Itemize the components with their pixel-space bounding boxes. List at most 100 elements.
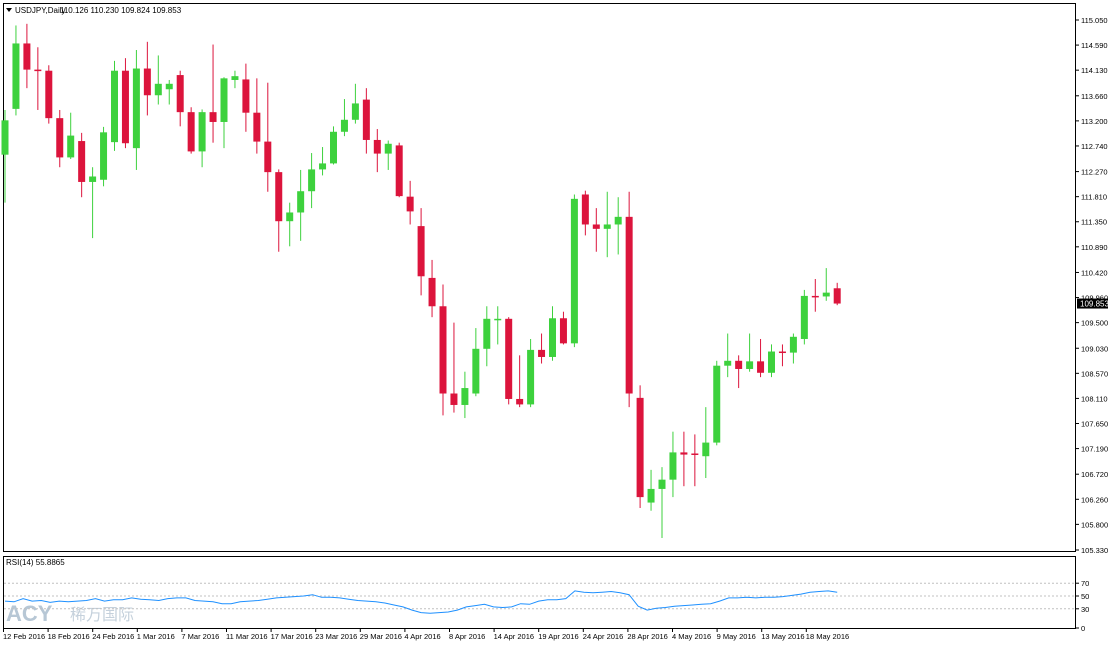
candle-body bbox=[581, 194, 589, 225]
rsi-line bbox=[4, 590, 838, 614]
price-tick-label: 109.030 bbox=[1081, 344, 1108, 353]
candle bbox=[768, 344, 775, 378]
candle-body bbox=[746, 361, 754, 369]
candle-body bbox=[165, 83, 173, 90]
price-tick-label: 114.590 bbox=[1081, 41, 1108, 50]
candle bbox=[111, 60, 118, 151]
candle bbox=[384, 140, 392, 170]
candle bbox=[286, 202, 294, 247]
time-tick-label: 29 Mar 2016 bbox=[360, 632, 402, 641]
candle-body bbox=[778, 351, 786, 354]
candle-body bbox=[12, 43, 20, 109]
candle bbox=[822, 268, 830, 301]
current-price-label: 109.853 bbox=[1080, 300, 1109, 309]
candle bbox=[297, 169, 305, 241]
candle bbox=[505, 317, 513, 405]
main-chart-frame bbox=[3, 3, 1076, 552]
price-tick-label: 105.800 bbox=[1081, 520, 1108, 529]
candle bbox=[34, 47, 42, 110]
price-tick-label: 109.960 bbox=[1081, 294, 1108, 303]
candle-body bbox=[351, 103, 359, 120]
candle bbox=[559, 311, 567, 345]
candle-body bbox=[625, 216, 633, 394]
price-tick-label: 106.720 bbox=[1081, 470, 1108, 479]
candle-body bbox=[483, 318, 491, 349]
price-tick-label: 110.420 bbox=[1081, 268, 1108, 277]
time-tick-label: 24 Feb 2016 bbox=[92, 632, 134, 641]
candle-body bbox=[187, 112, 195, 152]
candle bbox=[154, 55, 162, 105]
symbol-label: USDJPY,Daily bbox=[15, 6, 66, 15]
candle-body bbox=[735, 360, 743, 369]
candle-body bbox=[527, 349, 535, 405]
candle-body bbox=[833, 288, 841, 304]
price-tick-label: 111.810 bbox=[1081, 193, 1107, 202]
candle-body bbox=[373, 139, 381, 154]
candle bbox=[23, 23, 31, 89]
candle bbox=[264, 82, 272, 192]
candle-body bbox=[658, 479, 666, 489]
price-tick-label: 113.660 bbox=[1081, 92, 1108, 101]
candle bbox=[833, 282, 841, 306]
time-axis: 12 Feb 2016 18 Feb 2016 24 Feb 2016 1 Mar 2… bbox=[3, 629, 849, 641]
time-tick-label: 12 Feb 2016 bbox=[3, 632, 45, 641]
candle bbox=[406, 180, 414, 225]
price-tick-label: 108.110 bbox=[1081, 394, 1108, 403]
candle bbox=[592, 208, 600, 252]
candle-body bbox=[100, 132, 108, 180]
candle-body bbox=[789, 336, 797, 353]
candle-body bbox=[67, 135, 75, 158]
candle bbox=[330, 126, 337, 165]
candle-body bbox=[494, 318, 502, 321]
candle-body bbox=[822, 292, 830, 297]
candle-body bbox=[800, 295, 808, 339]
candle bbox=[1, 109, 9, 203]
candle-body bbox=[154, 83, 162, 96]
time-tick-label: 4 Apr 2016 bbox=[404, 632, 440, 641]
rsi-tick-label: 30 bbox=[1081, 605, 1089, 614]
price-tick-label: 108.570 bbox=[1081, 369, 1108, 378]
candle-body bbox=[636, 397, 644, 498]
candle bbox=[275, 169, 283, 252]
candle bbox=[527, 338, 535, 408]
candle-body bbox=[724, 360, 732, 366]
candle bbox=[231, 70, 239, 89]
dropdown-triangle-icon[interactable] bbox=[6, 8, 12, 12]
rsi-tick-label: 50 bbox=[1081, 592, 1089, 601]
time-tick-label: 28 Apr 2016 bbox=[627, 632, 667, 641]
candle bbox=[67, 112, 75, 160]
candle-body bbox=[89, 176, 97, 182]
candle-body bbox=[570, 198, 578, 344]
candle-body bbox=[538, 349, 546, 357]
candle-body bbox=[549, 318, 556, 357]
candle-body bbox=[56, 118, 64, 158]
candle-body bbox=[768, 351, 775, 373]
candle-body bbox=[176, 75, 184, 113]
time-tick-label: 13 May 2016 bbox=[761, 632, 804, 641]
candle-body bbox=[450, 393, 458, 405]
candle bbox=[12, 25, 20, 116]
time-tick-label: 8 Apr 2016 bbox=[449, 632, 485, 641]
candle bbox=[724, 333, 732, 378]
candle bbox=[198, 109, 206, 168]
candle bbox=[319, 147, 327, 176]
watermark-brand: ACY bbox=[6, 601, 53, 626]
candle-body bbox=[220, 78, 228, 122]
candle bbox=[45, 65, 53, 124]
candle bbox=[549, 306, 556, 361]
candle-body bbox=[319, 163, 327, 170]
candle bbox=[647, 469, 655, 511]
time-tick-label: 24 Apr 2016 bbox=[583, 632, 623, 641]
candle-body bbox=[702, 442, 710, 457]
candle-body bbox=[395, 145, 403, 197]
candles-layer bbox=[1, 23, 841, 539]
price-tick-label: 115.050 bbox=[1081, 16, 1108, 25]
price-tick-label: 105.330 bbox=[1081, 546, 1108, 555]
candle bbox=[669, 431, 677, 498]
candle bbox=[395, 142, 403, 198]
candle bbox=[746, 333, 754, 372]
candle bbox=[625, 191, 633, 408]
candle bbox=[691, 434, 699, 487]
